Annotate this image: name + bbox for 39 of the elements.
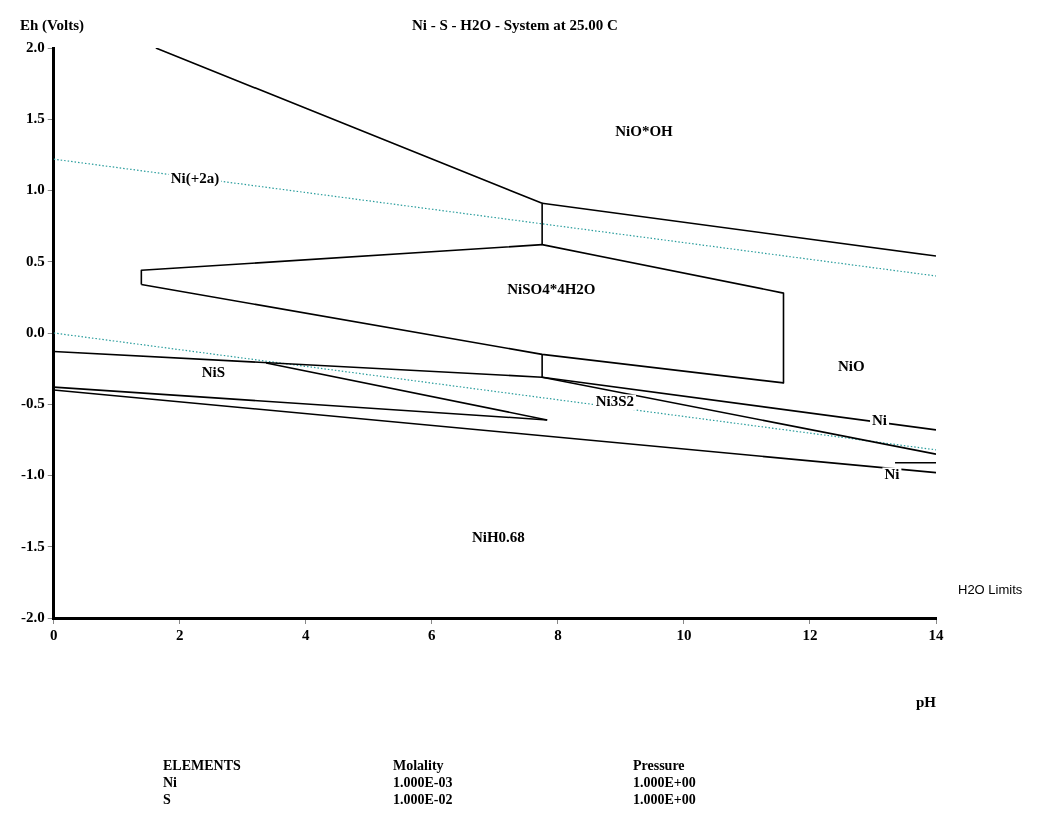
y-tick-label: -0.5 — [21, 395, 45, 412]
y-tick-label: 0.0 — [26, 323, 45, 340]
x-tick-label: 8 — [554, 626, 562, 643]
text: 1.000E+00 — [633, 775, 697, 791]
annotation: NiSO4*4H2O — [507, 281, 596, 298]
y-axis-title: Eh (Volts) — [20, 16, 85, 34]
y-tick-label: -1.0 — [21, 466, 45, 483]
x-tick-label: 4 — [302, 626, 311, 643]
x-tick-label: 10 — [676, 626, 692, 643]
y-tick-label: -1.5 — [21, 537, 45, 554]
annotation: Ni — [872, 411, 888, 428]
y-tick-label: 1.0 — [26, 181, 45, 198]
text: Pressure — [633, 758, 686, 774]
text: Molality — [393, 758, 445, 774]
annotation: NiO*OH — [615, 122, 674, 139]
annotation: Ni — [884, 466, 900, 483]
y-tick-label: 1.5 — [26, 110, 45, 127]
y-tick-label: -2.0 — [21, 608, 45, 625]
x-tick-label: 6 — [428, 626, 437, 643]
annotation: NiS — [201, 363, 226, 380]
x-tick-label: 2 — [176, 626, 184, 643]
x-tick-label: 12 — [802, 626, 818, 643]
x-tick-label: 14 — [928, 626, 944, 643]
text: Ni — [163, 775, 178, 791]
text: ELEMENTS — [163, 758, 242, 774]
y-tick-label: 0.5 — [26, 252, 45, 269]
text: 1.000E-03 — [393, 775, 454, 791]
annotation: Ni3S2 — [595, 393, 635, 410]
text: 1.000E-02 — [393, 792, 454, 808]
x-tick-label: 0 — [50, 626, 58, 643]
y-tick-label: 2.0 — [26, 38, 45, 55]
annotation: Ni(+2a) — [170, 169, 220, 187]
x-axis-title: pH — [915, 693, 937, 710]
text: S — [163, 792, 172, 808]
text: H2O Limits — [958, 581, 1023, 597]
annotation: NiO — [837, 358, 865, 375]
annotation: NiH0.68 — [471, 529, 525, 546]
chart-title: Ni - S - H2O - System at 25.00 C — [411, 16, 618, 33]
text: 1.000E+00 — [633, 792, 697, 808]
